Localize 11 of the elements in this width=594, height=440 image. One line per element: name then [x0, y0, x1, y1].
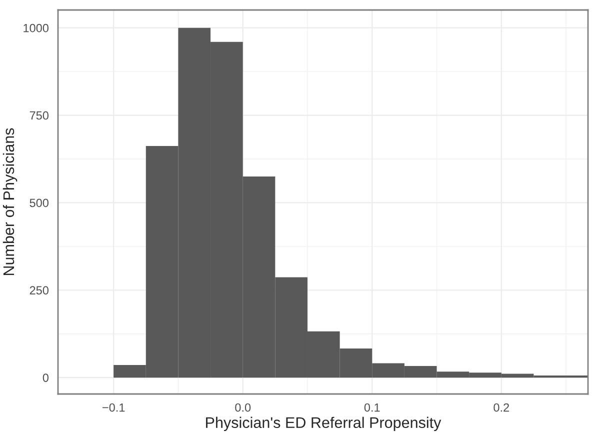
y-tick-label: 500 — [30, 198, 49, 208]
x-tick-label: 0.2 — [494, 403, 510, 412]
y-tick-label: 0 — [42, 374, 49, 382]
y-tick-label: 250 — [30, 286, 49, 295]
x-tick-label: −0.1 — [102, 403, 125, 412]
y-axis-title: Number of Physicians — [2, 128, 18, 276]
y-tick-label: 1000 — [24, 24, 49, 32]
y-tick-label: 750 — [30, 111, 49, 120]
x-tick-label: 0.0 — [235, 403, 251, 412]
x-tick-label: 0.1 — [364, 403, 380, 412]
x-axis-title: Physician's ED Referral Propensity — [206, 416, 442, 432]
